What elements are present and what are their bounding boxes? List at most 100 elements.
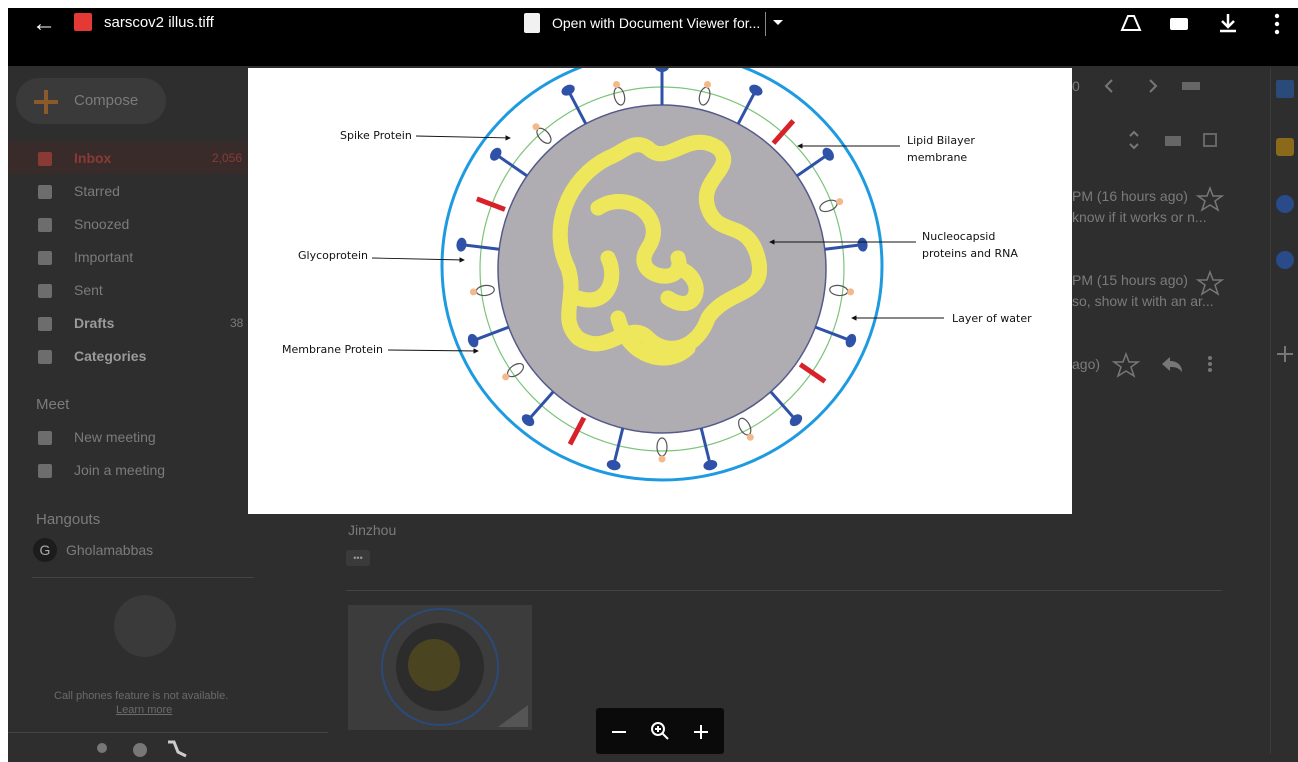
label-spike: Spike Protein [340,129,412,142]
message-snippet: know if it works or n... [1072,209,1207,225]
phone-placeholder [114,595,176,657]
surface-protein [747,434,754,441]
surface-protein [829,284,848,296]
attachment-thumbnail[interactable] [348,605,532,730]
avatar: G [33,538,57,562]
nav-icon [38,350,52,364]
label-lipid: membrane [907,151,967,164]
nav-item[interactable]: Sent [74,282,103,298]
surface-protein [698,86,712,106]
surface-protein [836,198,843,205]
back-button[interactable]: ← [32,10,56,38]
learn-more[interactable]: Learn more [116,704,172,716]
surface-protein [820,146,836,163]
nav-icon [38,185,52,199]
page-count: 0 [1072,78,1080,94]
message-snippet: so, show it with an ar... [1072,293,1214,309]
surface-protein [844,332,858,349]
nav-item[interactable]: Drafts [74,315,114,331]
surface-protein [569,92,586,124]
sender: Jinzhou [348,522,396,538]
divider [32,577,254,578]
nav-item[interactable]: Important [74,249,133,265]
image-preview: Spike Protein Lipid Bilayer membrane Nuc… [248,68,1072,514]
message-actions[interactable] [1110,352,1220,380]
surface-protein [815,327,849,340]
surface-protein [614,428,623,463]
show-trimmed[interactable]: ••• [346,550,370,566]
print[interactable] [1170,18,1188,30]
surface-protein [612,86,626,106]
add-to-drive[interactable] [1122,16,1140,30]
divider [8,732,328,733]
surface-protein [475,327,509,340]
nav-item[interactable]: Starred [74,183,120,199]
surface-protein [470,288,477,295]
page: {"header":{"back":"←","filename":"sarsco… [0,0,1298,762]
hangouts-title: Hangouts [36,511,100,528]
label-membrane-protein: Membrane Protein [282,343,383,356]
zoom-controls [596,708,724,754]
dropdown-arrow[interactable] [770,16,786,28]
more-menu[interactable] [1275,14,1279,34]
surface-protein [570,418,584,445]
surface-protein [613,81,620,88]
message-time: PM (15 hours ago) [1072,272,1188,288]
call-notice: Call phones feature is not available. [54,690,228,702]
compose-plus [32,88,60,116]
new-meeting[interactable]: New meeting [74,429,156,445]
keyboard-icon [38,464,52,478]
nav-icon [38,218,52,232]
surface-protein [847,288,854,295]
label-glycoprotein: Glycoprotein [298,249,368,262]
label-water: Layer of water [952,312,1032,325]
surface-protein [771,392,795,419]
nav-count: 38 [230,316,243,330]
side-panel[interactable] [1272,76,1298,366]
hangouts-tabs [90,738,200,760]
nav-item[interactable]: Snoozed [74,216,129,232]
surface-protein [560,82,577,97]
label-nucleocapsid: Nucleocapsid [922,230,995,243]
file-icon [74,13,92,31]
join-meeting[interactable]: Join a meeting [74,462,165,478]
surface-protein [738,92,755,124]
divider [346,590,1222,591]
divider [765,12,766,36]
nav-icon [38,152,52,166]
surface-protein [857,237,869,252]
compose-label: Compose [74,92,138,109]
nav-icon [38,284,52,298]
nav-item[interactable]: Inbox [74,150,111,166]
nav-icon [38,251,52,265]
surface-protein [466,332,480,349]
open-with-button[interactable]: Open with Document Viewer for... [552,15,760,31]
label-nucleocapsid: proteins and RNA [922,247,1018,260]
virus-illustration: Spike Protein Lipid Bilayer membrane Nuc… [248,68,1072,514]
surface-protein [476,284,495,296]
surface-protein [657,438,667,456]
surface-protein [704,81,711,88]
toolbar-icons [1116,10,1296,38]
surface-protein [488,146,504,163]
surface-protein [529,392,553,419]
message-time: PM (16 hours ago) [1072,188,1188,204]
nav-icon [38,317,52,331]
surface-protein [797,155,827,175]
nav-item[interactable]: Categories [74,348,146,364]
surface-protein [659,456,666,463]
meet-icon [38,431,52,445]
surface-protein [800,364,825,381]
surface-protein [701,428,710,463]
surface-protein [818,198,838,214]
side-divider [1270,68,1271,754]
mail-toolbar [1100,74,1220,194]
surface-protein [702,459,718,472]
surface-protein [497,155,527,175]
hangouts-user[interactable]: Gholamabbas [66,542,153,558]
file-name: sarscov2 illus.tiff [104,14,214,31]
surface-protein [606,459,622,472]
surface-protein [502,373,509,380]
surface-protein [655,68,669,72]
download[interactable] [1220,14,1236,31]
